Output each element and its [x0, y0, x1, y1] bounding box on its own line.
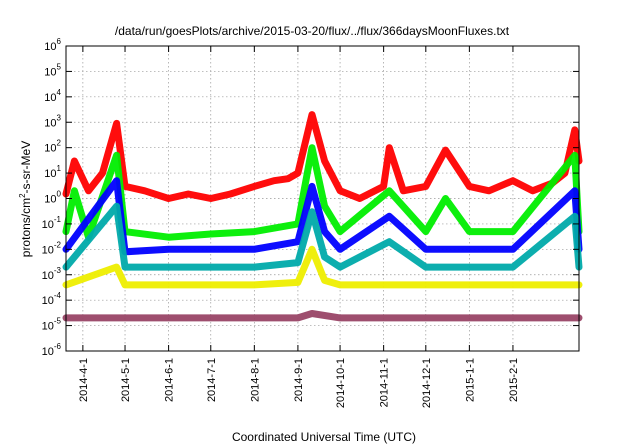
x-tick-label: 2014-9-1 [293, 358, 305, 402]
y-tick-label: 106 [44, 37, 61, 53]
x-axis-label: Coordinated Universal Time (UTC) [232, 430, 416, 444]
y-axis-label: protons/cm2-s-sr-MeV [18, 141, 33, 257]
y-axis-label-rest: -s-sr-MeV [19, 141, 33, 194]
y-tick-label: 10-2 [42, 240, 62, 256]
y-tick-label: 101 [44, 164, 61, 180]
y-tick-label: 105 [44, 62, 61, 78]
y-axis-label-base: protons/cm [19, 198, 33, 257]
series-3-line [62, 177, 583, 256]
x-tick-label: 2014-11-1 [379, 358, 391, 407]
x-tick-label: 2014-4-1 [78, 358, 90, 402]
y-tick-label: 10-5 [42, 317, 62, 333]
y-tick-label: 102 [44, 139, 61, 155]
series-1-line [62, 111, 583, 202]
y-tick-label: 10-3 [42, 266, 62, 282]
y-tick-label: 103 [44, 113, 61, 129]
y-axis-label-sup: 2 [18, 193, 27, 198]
series-6-line [62, 310, 583, 322]
x-tick-label: 2014-6-1 [164, 358, 176, 402]
x-tick-label: 2015-1-1 [464, 358, 476, 402]
x-tick-label: 2014-12-1 [421, 358, 433, 408]
y-tick-label: 10-1 [42, 215, 62, 231]
y-tick-label: 10-4 [42, 291, 62, 307]
x-tick-label: 2015-2-1 [508, 358, 520, 402]
y-tick-label: 100 [44, 190, 61, 206]
series-2-line [62, 144, 583, 241]
x-tick-label: 2014-10-1 [335, 358, 347, 408]
series-5-line [62, 245, 583, 289]
x-tick-label: 2014-7-1 [206, 358, 218, 402]
series-layer [62, 111, 583, 322]
y-tick-label: 10-6 [42, 342, 62, 358]
chart-title: /data/run/goesPlots/archive/2015-03-20/f… [115, 24, 510, 38]
x-axis-ticks: 2014-4-1 2014-5-1 2014-6-1 2014-7-1 2014-8-1… [78, 46, 520, 408]
y-axis-ticks: 10-6 10-5 10-4 10-3 10-2 10-1 100 101 102 103 104 1… [42, 37, 579, 358]
y-tick-label: 104 [44, 88, 61, 104]
x-tick-label: 2014-8-1 [249, 358, 261, 402]
series-4-line [62, 202, 583, 271]
x-tick-label: 2014-5-1 [120, 358, 132, 402]
